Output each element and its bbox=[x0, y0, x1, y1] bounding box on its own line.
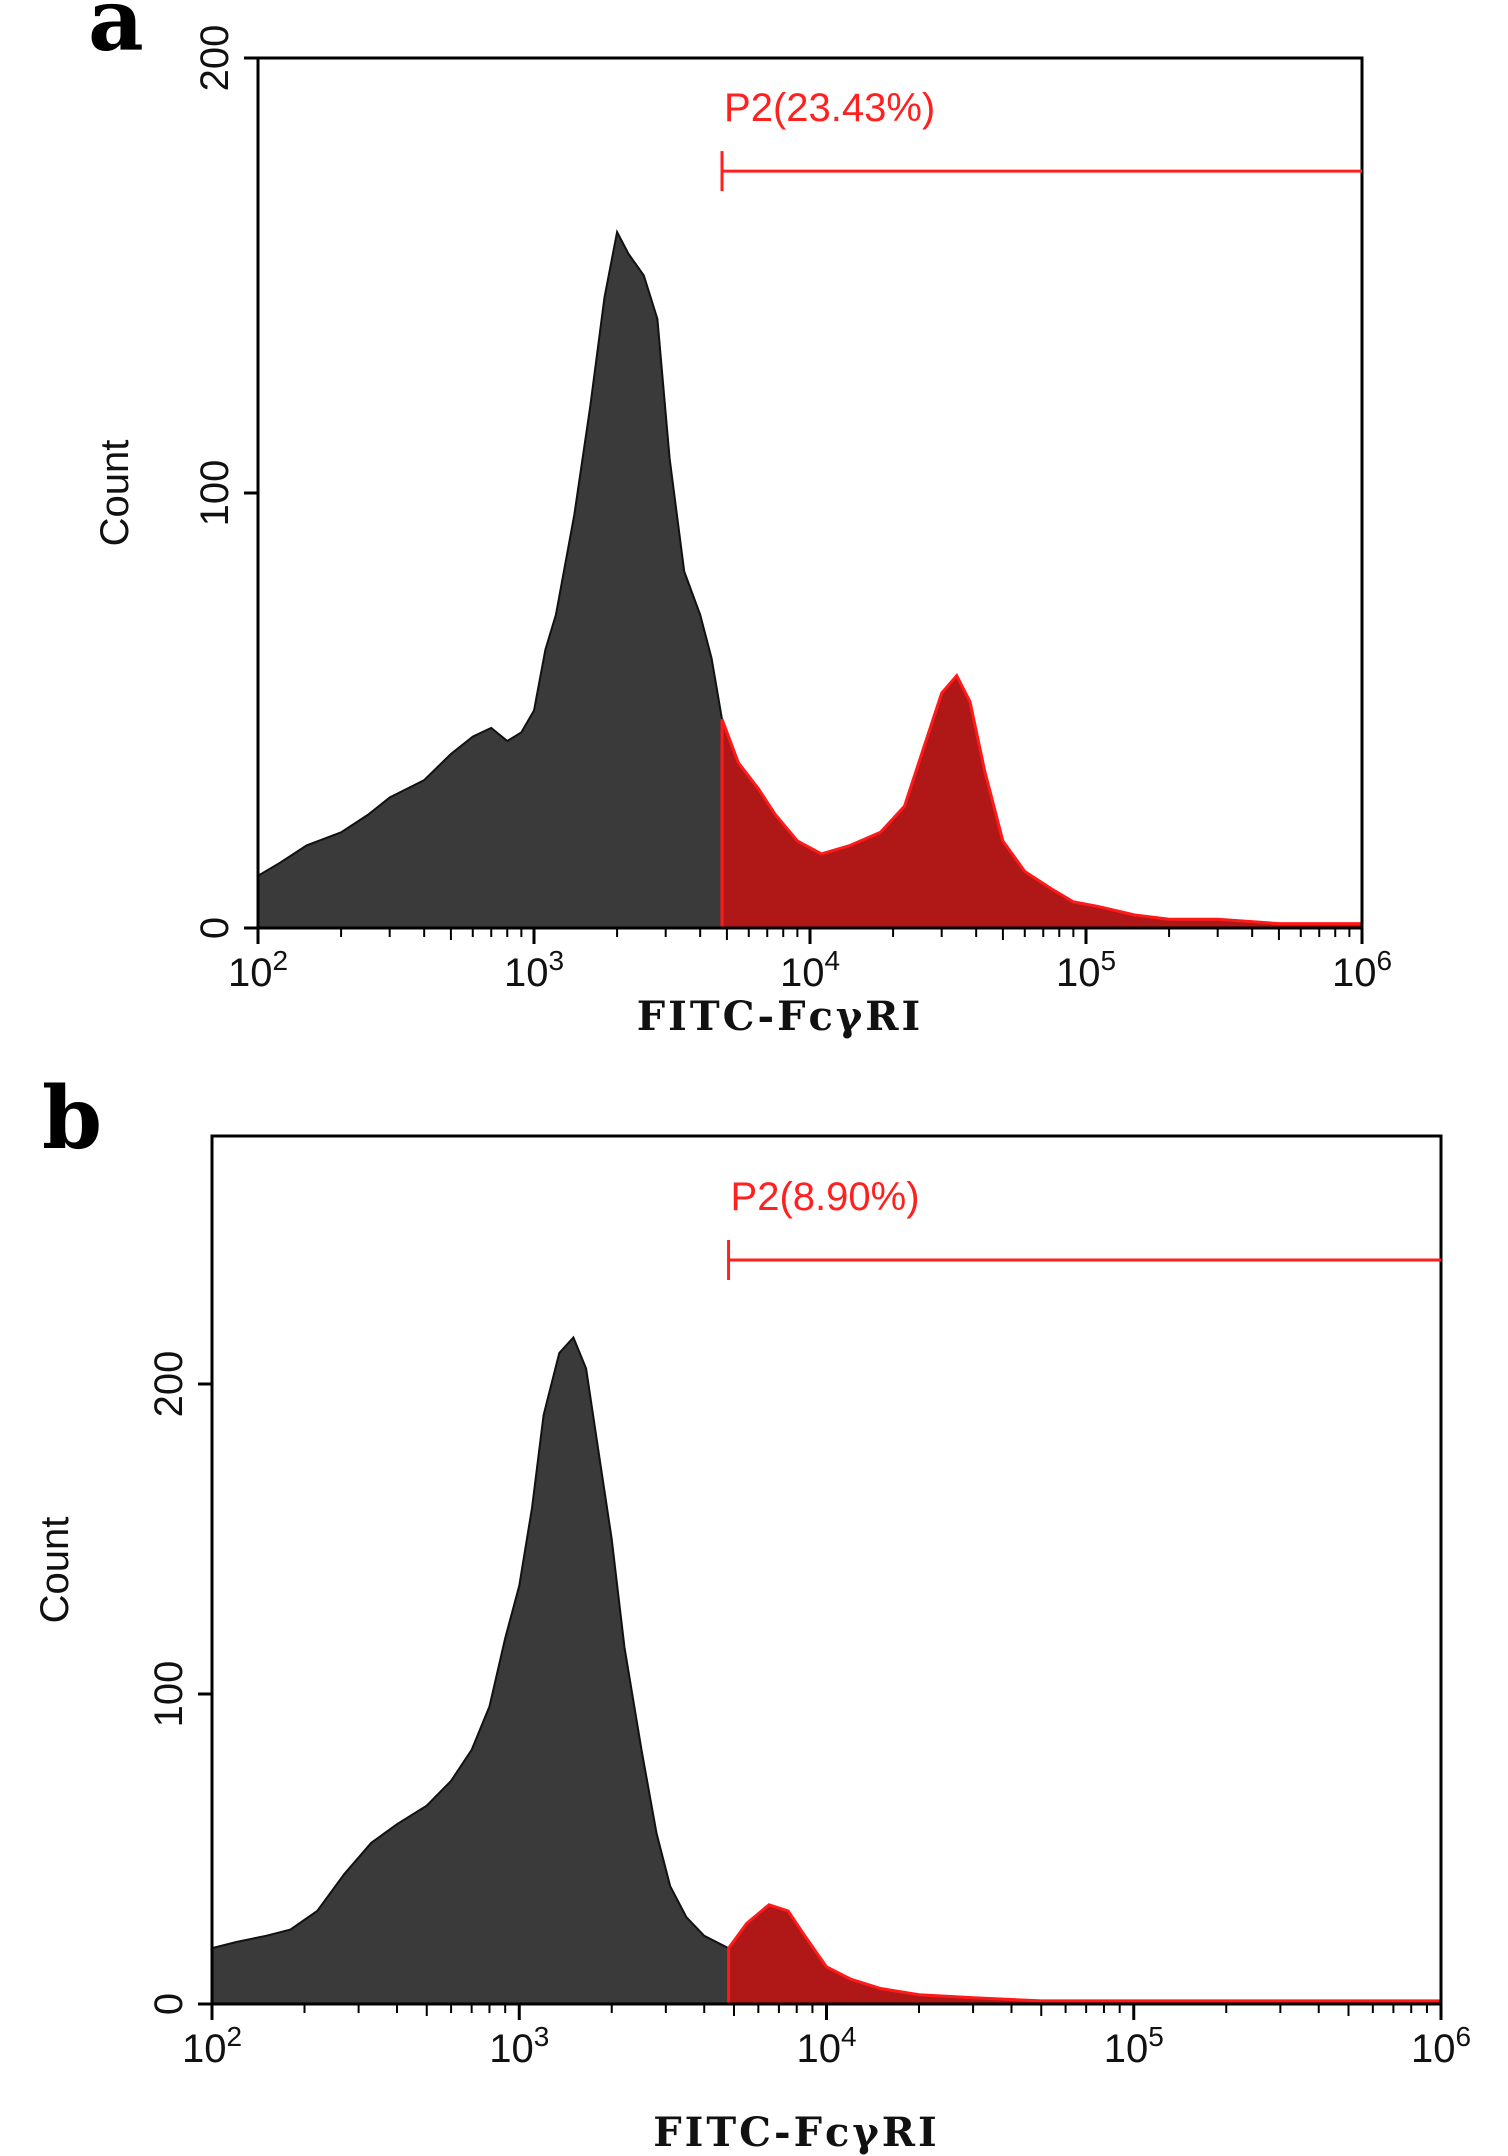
x-tick-base: 10 bbox=[1332, 951, 1377, 995]
panel-b-gate-label: P2(8.90%) bbox=[731, 1175, 920, 1219]
x-tick-base: 10 bbox=[182, 2027, 227, 2071]
x-tick-exponent: 6 bbox=[1455, 2021, 1471, 2052]
y-tick-label: 200 bbox=[193, 25, 237, 92]
x-tick-exponent: 6 bbox=[1376, 945, 1392, 976]
x-tick-exponent: 4 bbox=[841, 2021, 857, 2052]
x-tick-exponent: 5 bbox=[1100, 945, 1116, 976]
panel-a-y-title: Count bbox=[93, 440, 137, 547]
x-tick-label: 105 bbox=[1056, 945, 1116, 995]
panel-a-letter: a bbox=[88, 0, 144, 71]
x-tick-exponent: 3 bbox=[534, 2021, 550, 2052]
x-tick-base: 10 bbox=[504, 951, 549, 995]
x-tick-label: 104 bbox=[780, 945, 840, 995]
x-tick-exponent: 3 bbox=[548, 945, 564, 976]
panel-b-positive-area bbox=[727, 1903, 1443, 2006]
panel-b-y-title: Count bbox=[33, 1517, 77, 1624]
x-tick-label: 106 bbox=[1332, 945, 1392, 995]
x-tick-label: 102 bbox=[228, 945, 288, 995]
panel-b-negative-area bbox=[211, 1335, 730, 2005]
x-tick-base: 10 bbox=[228, 951, 273, 995]
panel-b-x-axis: 102 103 104 105 106 bbox=[182, 2004, 1471, 2071]
panel-a-y-axis: 0 100 200 bbox=[193, 25, 258, 939]
x-tick-label: 103 bbox=[489, 2021, 549, 2071]
y-tick-label: 200 bbox=[147, 1351, 191, 1418]
x-tick-base: 10 bbox=[1104, 2027, 1149, 2071]
x-tick-base: 10 bbox=[796, 2027, 841, 2071]
x-tick-base: 10 bbox=[1056, 951, 1101, 995]
x-tick-label: 103 bbox=[504, 945, 564, 995]
panel-b-x-title: FITC-FcγRI bbox=[653, 2109, 939, 2156]
x-tick-label: 105 bbox=[1104, 2021, 1164, 2071]
x-tick-base: 10 bbox=[780, 951, 825, 995]
y-tick-label: 100 bbox=[147, 1661, 191, 1728]
panel-b-y-axis: 0 100 200 bbox=[147, 1351, 212, 2015]
x-tick-exponent: 5 bbox=[1148, 2021, 1164, 2052]
panel-a-positive-area bbox=[720, 673, 1364, 930]
panel-a-gate-label: P2(23.43%) bbox=[724, 86, 935, 130]
x-tick-exponent: 4 bbox=[824, 945, 840, 976]
panel-a-x-title: FITC-FcγRI bbox=[637, 993, 923, 1040]
panel-a-x-axis: 102 103 104 105 106 bbox=[228, 928, 1392, 995]
panel-a-gate: P2(23.43%) bbox=[720, 86, 1362, 192]
x-tick-exponent: 2 bbox=[272, 945, 288, 976]
x-tick-label: 102 bbox=[182, 2021, 242, 2071]
x-tick-base: 10 bbox=[489, 2027, 534, 2071]
y-tick-label: 0 bbox=[147, 1993, 191, 2015]
x-tick-exponent: 2 bbox=[226, 2021, 242, 2052]
panel-a-negative-area bbox=[257, 229, 723, 929]
x-tick-base: 10 bbox=[1411, 2027, 1456, 2071]
x-tick-label: 106 bbox=[1411, 2021, 1471, 2071]
panel-b-gate: P2(8.90%) bbox=[727, 1175, 1441, 1280]
y-tick-label: 0 bbox=[193, 917, 237, 939]
x-tick-label: 104 bbox=[796, 2021, 856, 2071]
panel-b-letter: b bbox=[42, 1068, 102, 1169]
y-tick-label: 100 bbox=[193, 460, 237, 527]
